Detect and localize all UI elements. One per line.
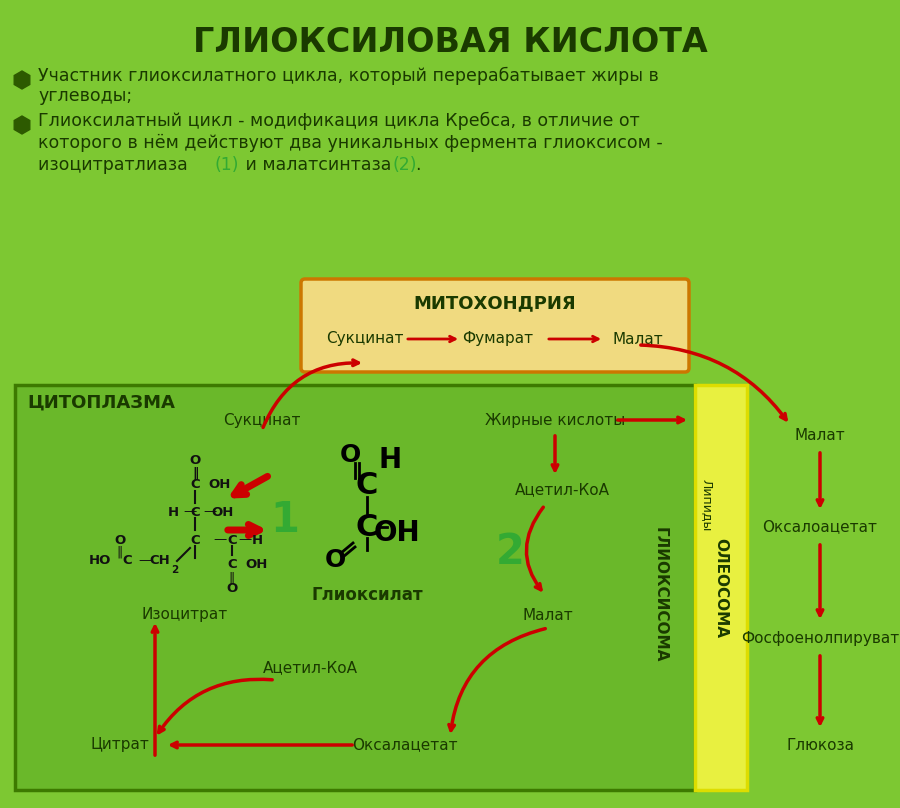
Text: OH: OH (246, 558, 268, 571)
Text: МИТОХОНДРИЯ: МИТОХОНДРИЯ (414, 294, 576, 312)
Text: и малатсинтаза: и малатсинтаза (240, 156, 397, 174)
Text: Фосфоенолпируват: Фосфоенолпируват (741, 630, 899, 646)
Text: Глюкоза: Глюкоза (786, 738, 854, 752)
Polygon shape (14, 116, 30, 134)
Polygon shape (14, 71, 30, 89)
Text: O: O (324, 548, 346, 572)
Text: Глиоксилатный цикл - модификация цикла Кребса, в отличие от: Глиоксилатный цикл - модификация цикла К… (38, 112, 640, 130)
Text: C: C (190, 533, 200, 546)
Text: —: — (203, 506, 217, 519)
Text: .: . (415, 156, 420, 174)
Text: C: C (356, 512, 378, 541)
Text: (2): (2) (393, 156, 418, 174)
Text: Участник глиоксилатного цикла, который перерабатывает жиры в: Участник глиоксилатного цикла, который п… (38, 67, 659, 85)
Bar (15, 385, 695, 790)
Text: Малат: Малат (523, 608, 573, 622)
Text: Фумарат: Фумарат (463, 331, 534, 347)
Text: которого в нём действуют два уникальных фермента глиоксисом -: которого в нём действуют два уникальных … (38, 134, 662, 152)
Text: Сукцинат: Сукцинат (326, 331, 404, 347)
Text: Ацетил-КоА: Ацетил-КоА (515, 482, 609, 498)
Text: Малат: Малат (613, 331, 663, 347)
Text: Жирные кислоты: Жирные кислоты (485, 413, 626, 427)
Text: OH: OH (374, 519, 420, 547)
Text: ГЛИОКСИСОМА: ГЛИОКСИСОМА (652, 528, 668, 663)
FancyBboxPatch shape (301, 279, 689, 372)
Text: Глиоксилат: Глиоксилат (311, 586, 423, 604)
Text: C: C (227, 533, 237, 546)
Text: C: C (227, 558, 237, 571)
Text: OH: OH (212, 506, 234, 519)
Text: Оксалоацетат: Оксалоацетат (762, 520, 878, 535)
Text: Оксалацетат: Оксалацетат (352, 738, 458, 752)
Text: —: — (184, 506, 196, 519)
Text: (1): (1) (214, 156, 238, 174)
Text: O: O (189, 453, 201, 466)
Text: изоцитратлиаза: изоцитратлиаза (38, 156, 194, 174)
Text: —: — (139, 554, 151, 567)
Text: ‖: ‖ (117, 545, 123, 558)
Text: Цитрат: Цитрат (91, 738, 149, 752)
Text: ‖: ‖ (229, 571, 235, 584)
Text: ‖: ‖ (192, 466, 198, 479)
Text: OH: OH (209, 478, 231, 491)
Text: C: C (356, 470, 378, 499)
Text: CH: CH (149, 554, 170, 567)
Text: 2: 2 (496, 531, 525, 573)
Text: ЦИТОПЛАЗМА: ЦИТОПЛАЗМА (27, 394, 175, 412)
Text: углеводы;: углеводы; (38, 87, 132, 105)
Text: —: — (213, 533, 227, 546)
Text: —: — (238, 533, 252, 546)
Text: Ацетил-КоА: Ацетил-КоА (263, 660, 357, 675)
Text: Изоцитрат: Изоцитрат (142, 608, 228, 622)
Text: C: C (190, 506, 200, 519)
Text: ОЛЕОСОМА: ОЛЕОСОМА (714, 537, 728, 638)
Text: C: C (190, 478, 200, 491)
Text: 1: 1 (271, 499, 300, 541)
Text: Сукцинат: Сукцинат (223, 413, 301, 427)
Text: 2: 2 (171, 565, 178, 575)
Text: H: H (378, 446, 401, 474)
Text: O: O (227, 583, 238, 595)
Text: H: H (167, 506, 178, 519)
Text: Малат: Малат (795, 427, 845, 443)
Bar (695, 385, 747, 790)
Text: O: O (339, 443, 361, 467)
Text: O: O (114, 533, 126, 546)
Text: H: H (251, 533, 263, 546)
Text: C: C (122, 554, 131, 567)
Text: ГЛИОКСИЛОВАЯ КИСЛОТА: ГЛИОКСИЛОВАЯ КИСЛОТА (193, 26, 707, 58)
Text: HO: HO (89, 554, 112, 567)
Text: Липиды: Липиды (700, 479, 714, 531)
